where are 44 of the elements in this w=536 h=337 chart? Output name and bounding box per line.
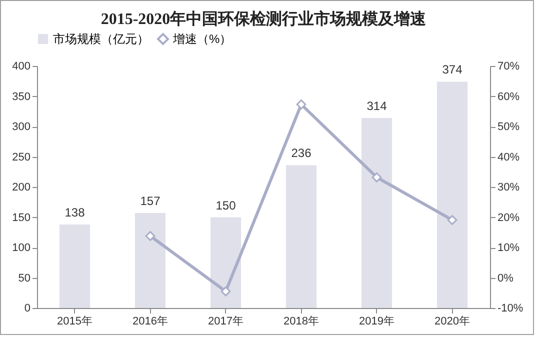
point [447, 215, 458, 225]
bar [134, 213, 166, 308]
chart-title: 2015-2020年中国环保检测行业市场规模及增速 [100, 10, 428, 28]
x-tick-label: 2016年 [132, 316, 168, 328]
bar [436, 82, 468, 308]
point [145, 231, 156, 241]
data-label: 157 [140, 194, 161, 208]
bar [361, 118, 392, 308]
data-label: 138 [64, 206, 86, 220]
y-tick-label: 200 [12, 182, 30, 194]
y2-tick-label: 0% [498, 272, 514, 284]
bar [59, 224, 90, 308]
bar [210, 217, 242, 308]
bar [286, 165, 317, 308]
x-tick-label: 2017年 [208, 316, 244, 328]
y2-tick-label: 70% [498, 60, 520, 72]
y-tick-label: 100 [12, 242, 30, 254]
data-label: 236 [291, 146, 312, 160]
y2-tick-label: 40% [498, 151, 520, 164]
y-tick-label: 50 [18, 272, 30, 284]
legend-label: 增速（%） [172, 32, 232, 46]
y2-tick-label: 50% [498, 121, 520, 133]
legend-label: 市场规模（亿元） [53, 32, 149, 46]
data-label: 374 [442, 62, 463, 77]
y2-tick-label: -10% [498, 302, 524, 314]
point [220, 286, 231, 296]
y-tick-label: 350 [12, 90, 30, 103]
point [296, 99, 306, 110]
data-label: 150 [216, 198, 236, 212]
y-tick-label: 150 [12, 212, 30, 224]
y2-tick-label: 30% [498, 182, 520, 194]
y-tick-label: 300 [12, 121, 30, 133]
y2-tick-label: 10% [498, 242, 520, 254]
data-label: 314 [366, 99, 388, 114]
point [372, 172, 382, 182]
y-tick-label: 400 [12, 60, 30, 72]
x-tick-label: 2019年 [359, 316, 394, 328]
y2-tick-label: 60% [498, 90, 520, 103]
x-tick-label: 2018年 [284, 316, 319, 328]
x-tick-label: 2020年 [434, 316, 470, 328]
y-tick-label: 0 [24, 302, 30, 314]
y2-tick-label: 20% [498, 212, 520, 224]
x-tick-label: 2015年 [57, 316, 92, 328]
y-tick-label: 250 [12, 151, 30, 164]
